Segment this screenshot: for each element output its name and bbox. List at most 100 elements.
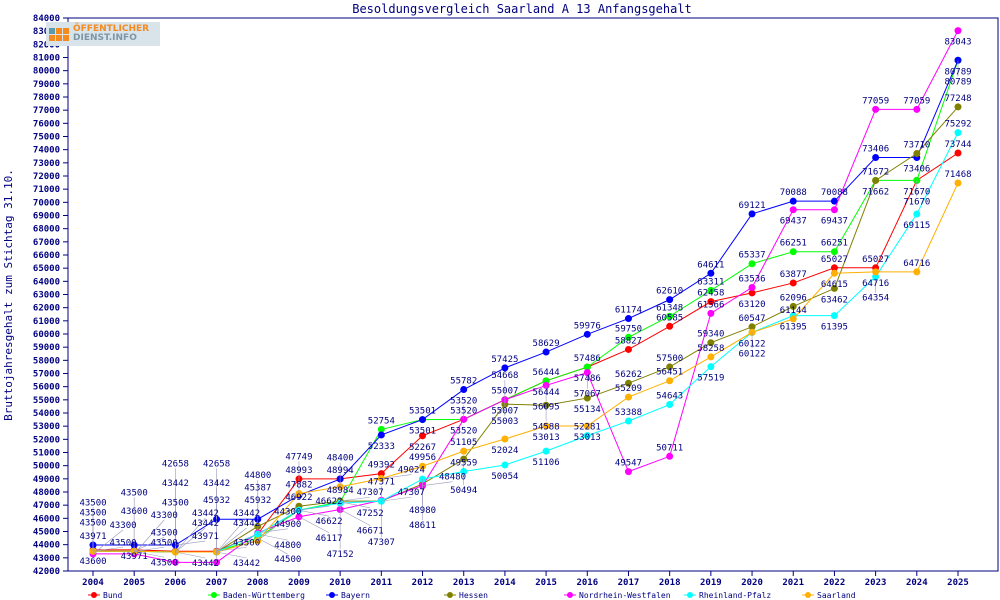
data-label: 45387 — [244, 483, 271, 493]
y-tick-label: 47000 — [33, 501, 60, 511]
y-tick-label: 72000 — [33, 172, 60, 182]
data-point — [748, 210, 756, 218]
data-label: 47307 — [398, 488, 425, 498]
data-label: 61174 — [615, 306, 642, 316]
legend-marker — [91, 592, 97, 598]
data-point — [872, 153, 880, 161]
y-tick-label: 76000 — [33, 119, 60, 129]
data-point — [624, 393, 632, 401]
data-label: 43442 — [233, 519, 260, 529]
legend-item: Bund — [88, 591, 122, 600]
label-leader-line — [257, 516, 288, 541]
y-tick-label: 52000 — [33, 435, 60, 445]
data-label: 49547 — [615, 459, 642, 469]
data-point — [624, 417, 632, 425]
data-point — [954, 129, 962, 137]
legend-marker — [567, 592, 573, 598]
data-label: 71670 — [903, 197, 930, 207]
data-point — [707, 269, 715, 277]
data-point — [666, 452, 674, 460]
label-leader-line — [340, 496, 371, 502]
legend-item: Rheinland-Pfalz — [684, 591, 771, 600]
data-point — [707, 363, 715, 371]
data-label: 65027 — [862, 255, 889, 265]
data-label: 47152 — [327, 550, 354, 560]
label-leader-line — [134, 550, 165, 558]
data-label: 43971 — [79, 532, 106, 542]
data-point — [501, 364, 509, 372]
data-point — [707, 286, 715, 294]
data-label: 43500 — [121, 488, 148, 498]
data-label: 71670 — [903, 187, 930, 197]
data-label: 69121 — [739, 201, 766, 211]
logo-icon — [49, 27, 69, 41]
data-label: 48993 — [285, 466, 312, 476]
data-label: 42658 — [162, 459, 189, 469]
data-label: 71468 — [944, 170, 971, 180]
label-leader-line — [92, 529, 124, 555]
data-point — [830, 269, 838, 277]
data-label: 70088 — [780, 188, 807, 198]
data-label: 59340 — [697, 330, 724, 340]
y-tick-label: 64000 — [33, 277, 60, 287]
legend-marker — [687, 592, 693, 598]
data-label: 58827 — [615, 336, 642, 346]
data-label: 53013 — [533, 433, 560, 443]
data-point — [419, 462, 427, 470]
data-point — [830, 197, 838, 205]
data-label: 77248 — [944, 94, 971, 104]
y-tick-label: 50000 — [33, 462, 60, 472]
data-label: 43600 — [121, 507, 148, 517]
data-point — [419, 416, 427, 424]
data-point — [789, 315, 797, 323]
series-line — [93, 106, 959, 553]
y-tick-label: 55000 — [33, 396, 60, 406]
data-label: 43500 — [151, 538, 178, 548]
data-point — [707, 309, 715, 317]
legend-item: Hessen — [444, 591, 488, 600]
y-tick-label: 77000 — [33, 106, 60, 116]
y-tick-label: 57000 — [33, 370, 60, 380]
data-label: 60585 — [656, 313, 683, 323]
data-label: 69437 — [780, 217, 807, 227]
data-label: 53013 — [574, 433, 601, 443]
data-label: 64611 — [697, 260, 724, 270]
data-point — [583, 394, 591, 402]
data-label: 57500 — [656, 354, 683, 364]
data-label: 54668 — [491, 371, 518, 381]
y-tick-label: 58000 — [33, 356, 60, 366]
y-tick-label: 67000 — [33, 238, 60, 248]
data-label: 61566 — [697, 300, 724, 310]
data-label: 66251 — [780, 239, 807, 249]
label-leader-line — [175, 517, 206, 553]
data-label: 83043 — [944, 38, 971, 48]
data-label: 43971 — [192, 532, 219, 542]
data-label: 51106 — [533, 458, 560, 468]
data-point — [830, 284, 838, 292]
data-point — [707, 298, 715, 306]
series-line — [93, 60, 959, 546]
data-point — [872, 268, 880, 276]
y-tick-label: 46000 — [33, 514, 60, 524]
label-leader-line — [257, 533, 288, 541]
data-point — [666, 401, 674, 409]
data-point — [542, 447, 550, 455]
data-label: 55209 — [615, 384, 642, 394]
label-leader-line — [216, 527, 247, 553]
data-label: 46922 — [285, 493, 312, 503]
data-label: 60547 — [739, 314, 766, 324]
label-leader-line — [340, 501, 371, 509]
data-label: 43442 — [192, 509, 219, 519]
data-label: 69115 — [903, 221, 930, 231]
data-label: 47307 — [368, 538, 395, 548]
data-label: 64716 — [903, 259, 930, 269]
data-point — [707, 339, 715, 347]
y-tick-label: 63000 — [33, 291, 60, 301]
data-label: 77059 — [903, 96, 930, 106]
data-label: 57067 — [574, 390, 601, 400]
data-point — [748, 260, 756, 268]
x-tick-label: 2006 — [165, 578, 187, 588]
label-leader-line — [175, 540, 206, 546]
data-label: 44900 — [274, 520, 301, 530]
